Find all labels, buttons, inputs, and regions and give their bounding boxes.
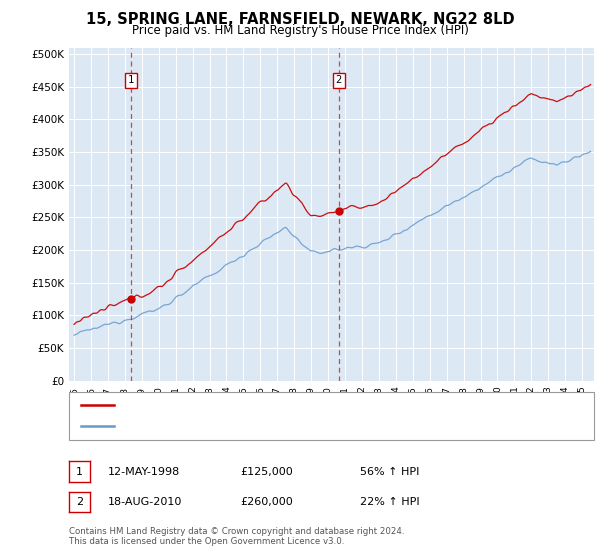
Text: Contains HM Land Registry data © Crown copyright and database right 2024.
This d: Contains HM Land Registry data © Crown c… xyxy=(69,526,404,546)
Text: 1: 1 xyxy=(128,75,134,85)
Text: 18-AUG-2010: 18-AUG-2010 xyxy=(108,497,182,507)
Text: 1: 1 xyxy=(76,466,83,477)
Text: HPI: Average price, detached house, Newark and Sherwood: HPI: Average price, detached house, Newa… xyxy=(120,421,416,431)
Text: Price paid vs. HM Land Registry's House Price Index (HPI): Price paid vs. HM Land Registry's House … xyxy=(131,24,469,37)
Text: 15, SPRING LANE, FARNSFIELD, NEWARK, NG22 8LD (detached house): 15, SPRING LANE, FARNSFIELD, NEWARK, NG2… xyxy=(120,400,470,410)
Text: £260,000: £260,000 xyxy=(240,497,293,507)
Text: 2: 2 xyxy=(335,75,342,85)
Text: 22% ↑ HPI: 22% ↑ HPI xyxy=(360,497,419,507)
Text: £125,000: £125,000 xyxy=(240,466,293,477)
Text: 12-MAY-1998: 12-MAY-1998 xyxy=(108,466,180,477)
Text: 15, SPRING LANE, FARNSFIELD, NEWARK, NG22 8LD: 15, SPRING LANE, FARNSFIELD, NEWARK, NG2… xyxy=(86,12,514,27)
Text: 2: 2 xyxy=(76,497,83,507)
Text: 56% ↑ HPI: 56% ↑ HPI xyxy=(360,466,419,477)
